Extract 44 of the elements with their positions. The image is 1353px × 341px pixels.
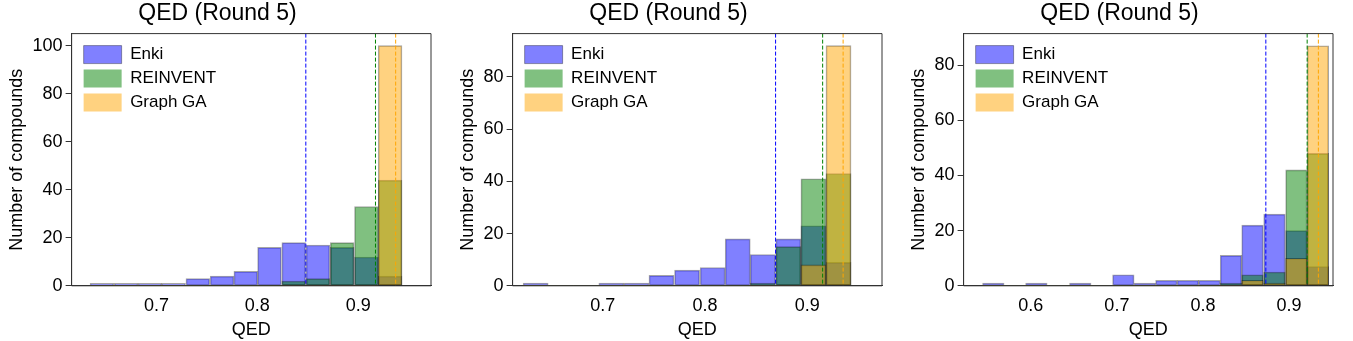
x-tick-label: 0.8 [244, 294, 270, 315]
legend-label: Graph GA [130, 92, 208, 112]
y-axis-title: Number of compounds [456, 68, 477, 251]
x-tick-label: 0.6 [1018, 294, 1044, 315]
y-tick-label: 80 [42, 82, 63, 103]
chart-title: QED (Round 5) [1040, 0, 1199, 26]
y-tick-label: 20 [42, 226, 63, 247]
y-tick-label: 20 [934, 219, 955, 240]
legend-label: Enki [571, 44, 605, 64]
y-tick-label: 80 [934, 54, 955, 75]
y-tick-label: 40 [42, 178, 63, 199]
x-tick-label: 0.9 [794, 294, 820, 315]
x-axis-title: QED [1128, 319, 1168, 340]
y-tick-label: 40 [483, 170, 504, 191]
x-axis-title: QED [231, 319, 271, 340]
legend-label: Graph GA [571, 92, 649, 112]
x-tick-label: 0.8 [1190, 294, 1216, 315]
y-tick-label: 20 [483, 222, 504, 243]
y-axis-title: Number of compounds [5, 68, 26, 251]
y-tick-label: 40 [934, 164, 955, 185]
legend-label: REINVENT [1022, 68, 1109, 88]
x-tick-label: 0.9 [345, 294, 371, 315]
x-tick-label: 0.9 [1276, 294, 1302, 315]
x-tick-label: 0.7 [590, 294, 616, 315]
x-tick-label: 0.7 [1104, 294, 1130, 315]
legend-label: REINVENT [571, 68, 658, 88]
legend-label: REINVENT [130, 68, 217, 88]
y-tick-label: 60 [483, 118, 504, 139]
y-tick-label: 80 [483, 65, 504, 86]
y-tick-label: 0 [52, 274, 63, 295]
y-tick-label: 0 [493, 274, 504, 295]
legend-label: Enki [1022, 44, 1056, 64]
y-tick-label: 60 [42, 130, 63, 151]
chart-title: QED (Round 5) [589, 0, 748, 26]
legend-label: Graph GA [1022, 92, 1100, 112]
x-tick-label: 0.8 [692, 294, 718, 315]
chart-title: QED (Round 5) [138, 0, 297, 26]
x-tick-label: 0.7 [143, 294, 169, 315]
y-axis-title: Number of compounds [907, 68, 928, 251]
x-axis-title: QED [677, 319, 717, 340]
legend-label: Enki [130, 44, 164, 64]
y-tick-label: 0 [944, 274, 955, 295]
y-tick-label: 100 [32, 34, 63, 55]
y-tick-label: 60 [934, 109, 955, 130]
